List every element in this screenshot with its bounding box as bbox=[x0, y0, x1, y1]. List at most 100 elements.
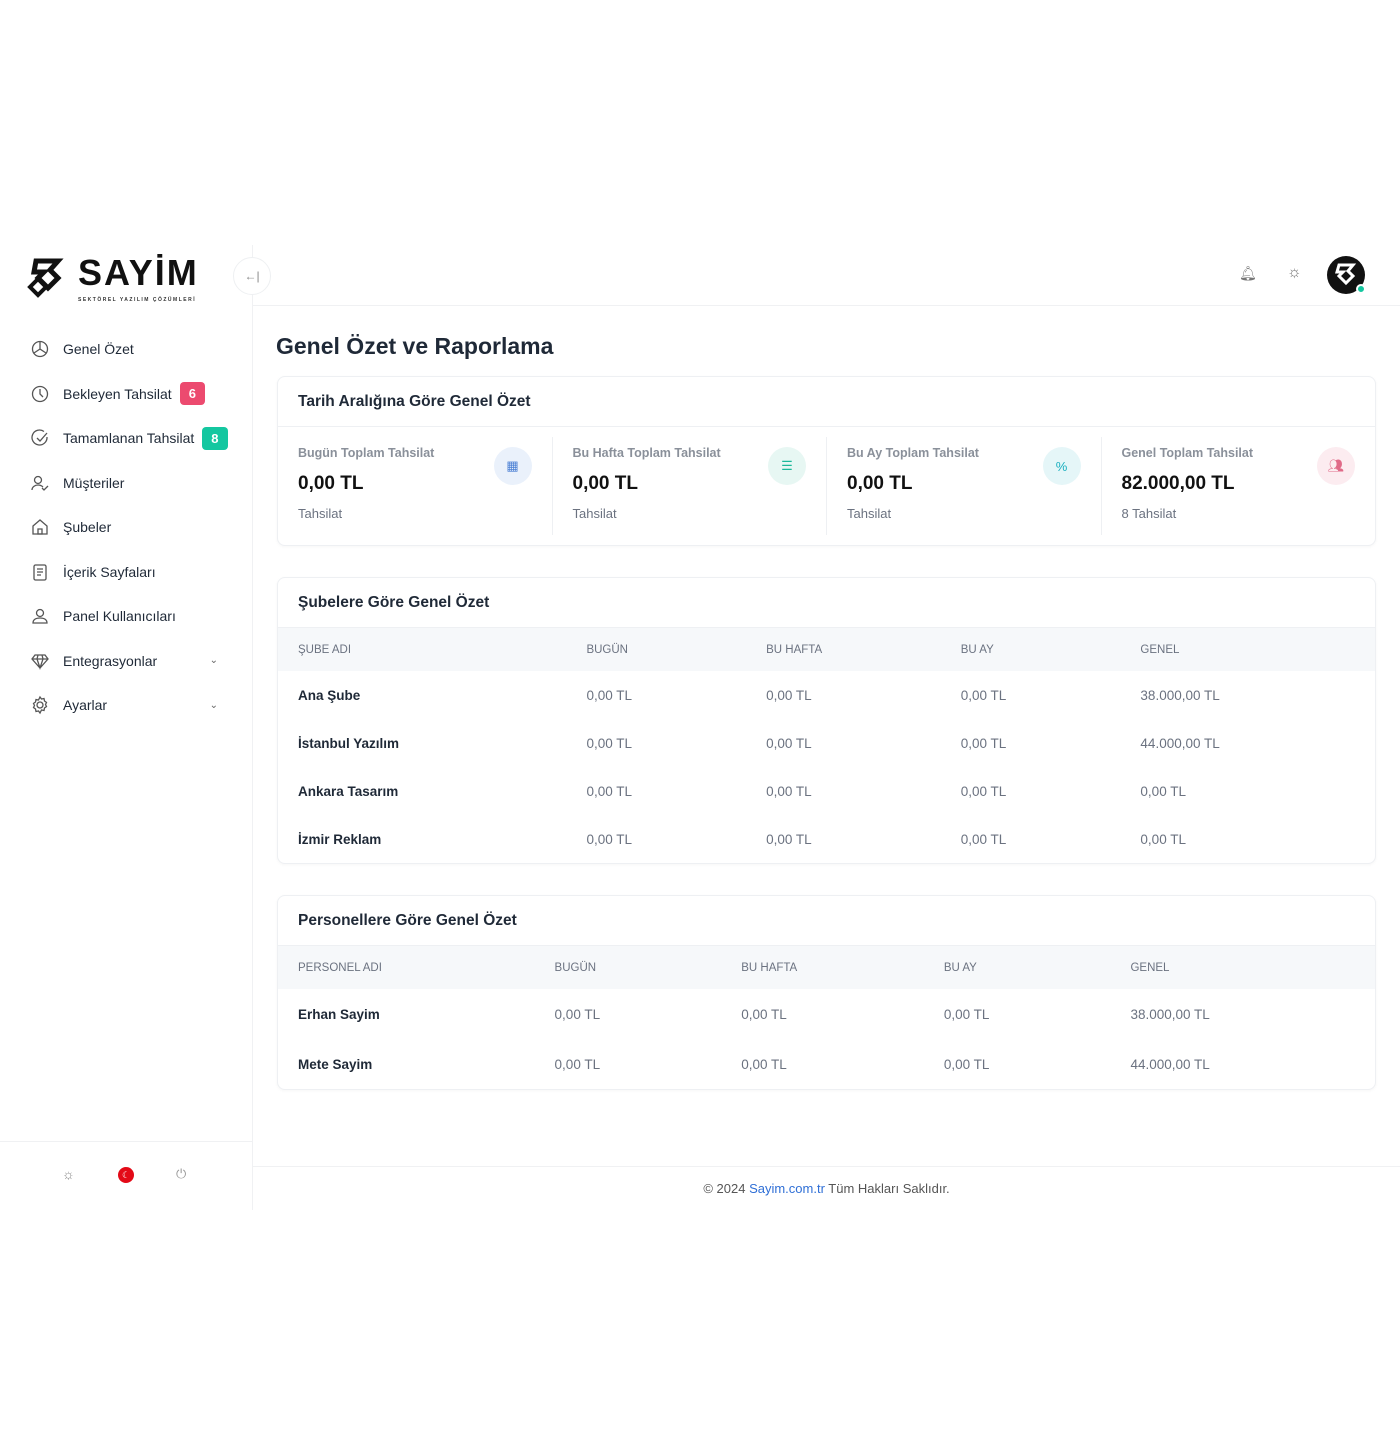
stat-value: 0,00 TL bbox=[847, 473, 913, 494]
diamond-icon bbox=[31, 654, 49, 670]
arrow-left-bar-icon: ←| bbox=[244, 269, 260, 283]
cell-value: 0,00 TL bbox=[586, 735, 632, 751]
sun-icon[interactable]: ☼ bbox=[62, 1166, 75, 1182]
count-badge: 8 bbox=[202, 426, 228, 450]
bell-icon[interactable]: 🔔︎ bbox=[1239, 265, 1257, 281]
store-icon: ▦ bbox=[493, 447, 532, 485]
cell-value: 0,00 TL bbox=[554, 1056, 601, 1072]
sidebar-item-label: Bekleyen Tahsilat bbox=[63, 385, 172, 402]
sidebar-footer: ☼ ☾ ⏻ bbox=[0, 1141, 252, 1211]
cell-value: 0,00 TL bbox=[741, 1056, 787, 1072]
column-header: ŞUBE ADI bbox=[278, 628, 567, 671]
online-status-dot bbox=[1356, 284, 1366, 294]
row-name: Ana Şube bbox=[298, 687, 361, 703]
power-icon[interactable]: ⏻ bbox=[176, 1166, 187, 1181]
footer-link[interactable]: Sayim.com.tr bbox=[749, 1181, 825, 1196]
sidebar-nav: Genel Özet Bekleyen Tahsilat 6 Tamamlanan T… bbox=[30, 327, 245, 728]
logo[interactable]: SAYİM SEKTÖREL YAZILIM ÇÖZÜMLERİ bbox=[26, 251, 199, 304]
sidebar-item-7[interactable]: Entegrasyonlar ⌄ bbox=[30, 639, 245, 684]
cell-value: 0,00 TL bbox=[741, 1006, 787, 1022]
logo-mark-icon bbox=[27, 258, 64, 298]
stat-subtext: Tahsilat bbox=[847, 506, 892, 521]
cell-value: 0,00 TL bbox=[943, 1006, 990, 1022]
table-row[interactable]: İstanbul Yazılım 0,00 TL 0,00 TL 0,00 TL 44.… bbox=[278, 719, 1375, 767]
sidebar-item-0[interactable]: Genel Özet bbox=[30, 327, 245, 372]
table-row[interactable]: İzmir Reklam 0,00 TL 0,00 TL 0,00 TL 0,00 TL bbox=[278, 815, 1375, 863]
branches-table: ŞUBE ADI BUGÜN BU HAFTA BU AY GENEL Ana Şube 0… bbox=[278, 628, 1375, 863]
sidebar-item-2[interactable]: Tamamlanan Tahsilat 8 bbox=[30, 416, 245, 461]
cell-value: 0,00 TL bbox=[960, 831, 1007, 847]
column-header: BU AY bbox=[940, 628, 1121, 671]
user-check-icon bbox=[31, 475, 49, 491]
sidebar-item-8[interactable]: Ayarlar ⌄ bbox=[30, 683, 245, 728]
sidebar: SAYİM SEKTÖREL YAZILIM ÇÖZÜMLERİ ←| Gene… bbox=[0, 245, 271, 1211]
sidebar-item-3[interactable]: Müşteriler bbox=[30, 461, 245, 506]
cell-value: 0,00 TL bbox=[1140, 831, 1186, 847]
count-badge: 6 bbox=[179, 382, 205, 406]
stat-card: Genel Toplam Tahsilat 82.000,00 TL 8 Tah… bbox=[1100, 437, 1376, 535]
turkey-flag-icon[interactable]: ☾ bbox=[118, 1167, 134, 1183]
column-header: BUGÜN bbox=[534, 946, 722, 989]
row-name: Ankara Tasarım bbox=[298, 783, 399, 799]
cell-value: 44.000,00 TL bbox=[1130, 1056, 1210, 1072]
sun-icon[interactable]: ☼ bbox=[1287, 264, 1302, 281]
column-header: BU AY bbox=[923, 946, 1111, 989]
cell-value: 38.000,00 TL bbox=[1140, 687, 1220, 703]
cell-value: 0,00 TL bbox=[766, 831, 812, 847]
stat-value: 0,00 TL bbox=[572, 473, 638, 494]
chevron-down-icon[interactable]: ⌄ bbox=[209, 655, 218, 667]
stat-card: Bu Ay Toplam Tahsilat 0,00 TL Tahsilat % bbox=[826, 437, 1101, 535]
table-row[interactable]: Ankara Tasarım 0,00 TL 0,00 TL 0,00 TL 0,00 … bbox=[278, 767, 1375, 815]
staff-table: PERSONEL ADI BUGÜN BU HAFTA BU AY GENEL Erhan… bbox=[278, 946, 1375, 1089]
sidebar-item-6[interactable]: Panel Kullanıcıları bbox=[30, 594, 245, 639]
page-title: Genel Özet ve Raporlama bbox=[276, 333, 554, 359]
gear-icon bbox=[32, 696, 48, 715]
row-name: Erhan Sayim bbox=[298, 1006, 380, 1022]
cell-value: 0,00 TL bbox=[766, 687, 812, 703]
stat-value: 0,00 TL bbox=[298, 473, 364, 494]
stat-subtext: 8 Tahsilat bbox=[1121, 506, 1177, 521]
cell-value: 0,00 TL bbox=[943, 1056, 990, 1072]
document-icon bbox=[33, 564, 47, 581]
table-header-row: ŞUBE ADI BUGÜN BU HAFTA BU AY GENEL bbox=[278, 628, 1375, 671]
avatar[interactable] bbox=[1327, 256, 1366, 294]
collapse-sidebar-button[interactable]: ←| bbox=[233, 257, 271, 295]
stat-value: 82.000,00 TL bbox=[1121, 473, 1235, 494]
list-icon: ☰ bbox=[768, 447, 806, 485]
column-header: BU HAFTA bbox=[721, 946, 924, 989]
row-name: İstanbul Yazılım bbox=[298, 735, 400, 751]
percent-icon: % bbox=[1042, 447, 1081, 485]
table-row[interactable]: Mete Sayim 0,00 TL 0,00 TL 0,00 TL 44.000,00… bbox=[278, 1039, 1375, 1089]
card-title: Personellere Göre Genel Özet bbox=[278, 896, 1375, 946]
users-icon: 👥︎ bbox=[1317, 447, 1355, 485]
cell-value: 0,00 TL bbox=[766, 783, 812, 799]
sidebar-item-label: Panel Kullanıcıları bbox=[63, 608, 176, 625]
sidebar-item-label: Şubeler bbox=[63, 519, 112, 536]
sidebar-item-label: Entegrasyonlar bbox=[63, 652, 158, 669]
sidebar-item-label: Müşteriler bbox=[63, 474, 125, 491]
table-row[interactable]: Ana Şube 0,00 TL 0,00 TL 0,00 TL 38.000,00 T… bbox=[278, 671, 1375, 719]
sidebar-item-5[interactable]: İçerik Sayfaları bbox=[30, 550, 245, 595]
stat-card: Bugün Toplam Tahsilat 0,00 TL Tahsilat ▦ bbox=[278, 427, 552, 545]
user-icon bbox=[32, 609, 48, 624]
cell-value: 0,00 TL bbox=[960, 735, 1007, 751]
chevron-down-icon[interactable]: ⌄ bbox=[209, 699, 218, 711]
avatar-logo-icon bbox=[1335, 263, 1357, 286]
summary-card: Tarih Aralığına Göre Genel Özet Bugün To… bbox=[277, 376, 1376, 546]
stat-subtext: Tahsilat bbox=[572, 506, 617, 521]
column-header: PERSONEL ADI bbox=[278, 946, 535, 989]
column-header: BUGÜN bbox=[566, 628, 747, 671]
cell-value: 0,00 TL bbox=[586, 783, 632, 799]
column-header: GENEL bbox=[1110, 946, 1375, 989]
stat-label: Bu Ay Toplam Tahsilat bbox=[847, 446, 979, 460]
cell-value: 44.000,00 TL bbox=[1140, 735, 1220, 751]
row-name: İzmir Reklam bbox=[298, 831, 382, 847]
branches-card: Şubelere Göre Genel Özet ŞUBE ADI BUGÜN BU… bbox=[277, 577, 1376, 864]
sidebar-item-1[interactable]: Bekleyen Tahsilat 6 bbox=[30, 372, 245, 417]
card-title: Tarih Aralığına Göre Genel Özet bbox=[278, 377, 1375, 427]
clock-icon bbox=[31, 385, 49, 402]
check-circle-icon bbox=[31, 429, 48, 446]
table-row[interactable]: Erhan Sayim 0,00 TL 0,00 TL 0,00 TL 38.000,0… bbox=[278, 989, 1375, 1039]
row-name: Mete Sayim bbox=[298, 1056, 373, 1072]
sidebar-item-4[interactable]: Şubeler bbox=[30, 505, 245, 550]
